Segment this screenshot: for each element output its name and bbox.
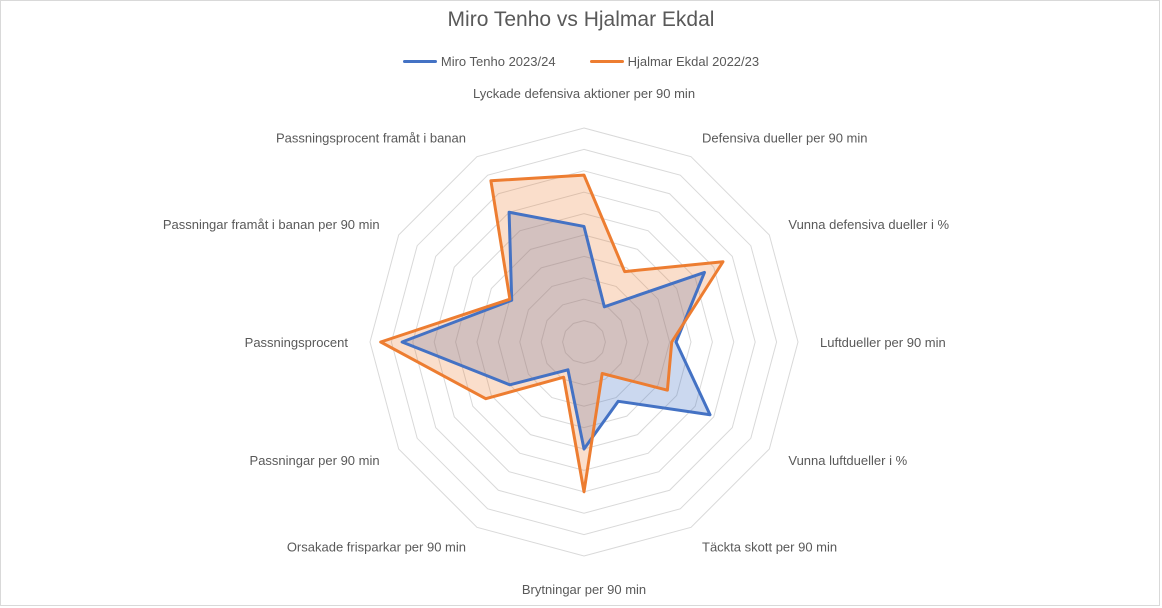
legend-label-series-0: Miro Tenho 2023/24 xyxy=(440,54,556,69)
axis-label-9: Passningsprocent xyxy=(245,335,349,350)
axis-label-2: Vunna defensiva dueller i % xyxy=(788,217,949,232)
axis-label-7: Orsakade frisparkar per 90 min xyxy=(287,539,466,554)
legend-item-series-0: Miro Tenho 2023/24 xyxy=(402,54,556,69)
series-area-1 xyxy=(380,175,723,492)
grid-ring-2 xyxy=(540,298,628,386)
axis-label-5: Täckta skott per 90 min xyxy=(702,539,837,554)
axis-label-11: Passningsprocent framåt i banan xyxy=(276,131,466,146)
series-area-0 xyxy=(402,212,711,449)
axis-label-4: Vunna luftdueller i % xyxy=(788,453,907,468)
legend-label-series-1: Hjalmar Ekdal 2022/23 xyxy=(627,54,760,69)
grid-ring-6 xyxy=(455,213,713,471)
axis-label-3: Luftdueller per 90 min xyxy=(820,335,946,350)
axis-label-10: Passningar framåt i banan per 90 min xyxy=(163,217,380,232)
grid-ring-9 xyxy=(390,148,778,536)
axis-label-0: Lyckade defensiva aktioner per 90 min xyxy=(473,86,695,101)
axis-label-6: Brytningar per 90 min xyxy=(522,582,646,597)
grid-ring-3 xyxy=(519,277,649,407)
grid-ring-1 xyxy=(562,320,606,364)
axis-label-1: Defensiva dueller per 90 min xyxy=(702,131,867,146)
chart-legend: Miro Tenho 2023/24 Hjalmar Ekdal 2022/23 xyxy=(0,54,1162,69)
legend-item-series-1: Hjalmar Ekdal 2022/23 xyxy=(589,54,760,69)
legend-swatch-series-0 xyxy=(402,60,437,63)
legend-swatch-series-1 xyxy=(589,60,624,63)
chart-title: Miro Tenho vs Hjalmar Ekdal xyxy=(447,8,715,31)
axis-label-8: Passningar per 90 min xyxy=(250,453,380,468)
grid-ring-10 xyxy=(369,127,799,557)
grid-ring-8 xyxy=(412,170,756,514)
